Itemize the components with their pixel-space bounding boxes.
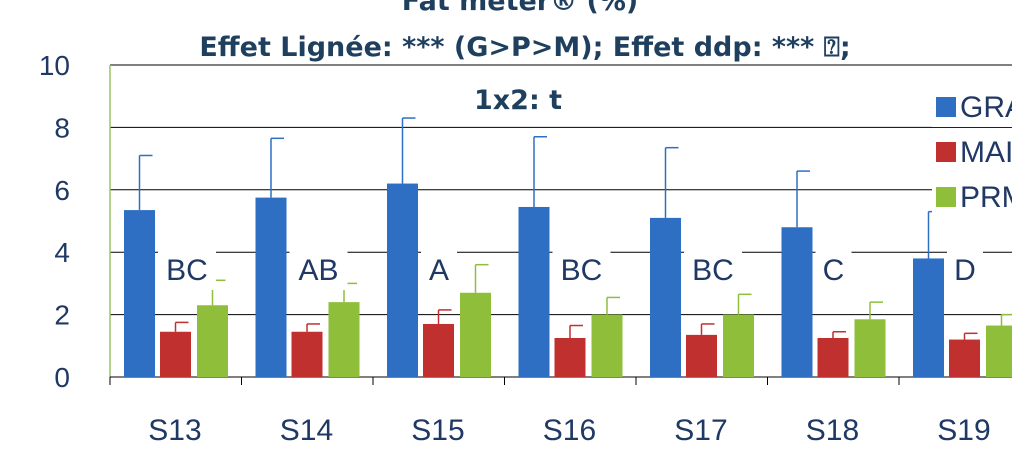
legend-swatch-gra xyxy=(936,97,956,117)
letter-background xyxy=(552,246,611,290)
bar-prm-s13 xyxy=(197,305,228,377)
bar-mai-s19 xyxy=(949,339,980,377)
letter-background xyxy=(289,246,348,290)
chart-title-line-1: Fat meter® (%) xyxy=(402,0,639,17)
bar-prm-s17 xyxy=(723,314,754,377)
legend-label-mai: MAI xyxy=(960,136,1012,169)
x-tick-label-s13: S13 xyxy=(148,414,201,447)
bar-prm-s16 xyxy=(591,314,623,377)
letter-background xyxy=(684,246,742,290)
significance-letter-s15: A xyxy=(429,254,449,287)
chart-title-line-2: Effet Lignée: *** (G>P>M); Effet ddp: **… xyxy=(199,32,850,63)
title-line-3-background xyxy=(455,78,580,120)
bar-mai-s16 xyxy=(554,338,586,377)
bar-prm-s15 xyxy=(460,292,491,377)
y-tick-label: 6 xyxy=(54,175,70,206)
bar-gra-s15 xyxy=(387,183,418,377)
x-tick-label-s14: S14 xyxy=(280,414,333,447)
bar-mai-s15 xyxy=(423,323,454,377)
y-tick-label: 10 xyxy=(39,50,70,81)
chart-title-line-3: 1x2: t xyxy=(474,85,562,116)
letter-background xyxy=(158,246,216,290)
letter-background xyxy=(947,246,983,290)
x-tick-label-s19: S19 xyxy=(937,414,990,447)
legend-swatch-mai xyxy=(936,142,956,162)
x-tick-label-s15: S15 xyxy=(411,414,464,447)
bar-mai-s14 xyxy=(291,331,323,377)
bar-gra-s16 xyxy=(518,206,550,377)
legend-swatch-prm xyxy=(936,187,956,207)
bar-gra-s18 xyxy=(781,227,813,377)
significance-letter-s18: C xyxy=(823,254,845,287)
significance-letter-s16: BC xyxy=(561,254,603,287)
significance-letter-s13: BC xyxy=(166,254,208,287)
y-tick-label: 8 xyxy=(54,112,70,143)
bar-mai-s13 xyxy=(160,331,191,377)
bar-gra-s14 xyxy=(255,197,287,377)
x-tick-label-s17: S17 xyxy=(674,414,727,447)
legend-label-gra: GRA xyxy=(960,91,1012,124)
bar-mai-s17 xyxy=(686,334,717,377)
y-tick-label: 0 xyxy=(54,362,70,393)
letter-background xyxy=(421,246,457,290)
bar-prm-s19 xyxy=(986,325,1012,377)
letter-background xyxy=(815,246,852,290)
y-tick-label: 2 xyxy=(54,300,70,331)
significance-letter-s17: BC xyxy=(692,254,734,287)
bar-gra-s17 xyxy=(650,217,681,377)
bar-gra-s13 xyxy=(124,210,155,377)
bar-prm-s18 xyxy=(854,319,886,377)
legend-label-prm: PRM xyxy=(960,181,1012,214)
y-tick-label: 4 xyxy=(54,237,70,268)
significance-letter-s14: AB xyxy=(298,254,338,287)
x-tick-label-s16: S16 xyxy=(543,414,596,447)
x-tick-label-s18: S18 xyxy=(806,414,859,447)
significance-letter-s19: D xyxy=(954,254,976,287)
bar-gra-s19 xyxy=(913,258,944,377)
bar-prm-s14 xyxy=(328,302,360,377)
bar-mai-s18 xyxy=(817,338,849,377)
